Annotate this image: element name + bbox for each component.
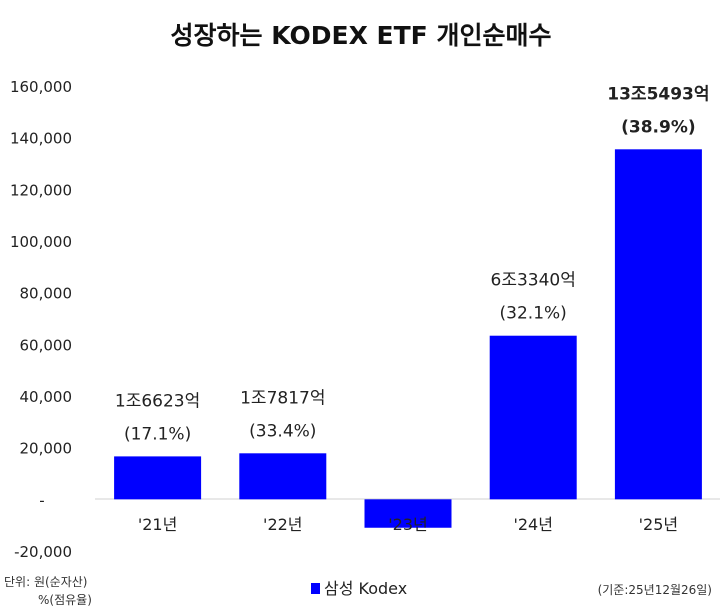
legend-label: 삼성 Kodex xyxy=(324,579,407,598)
data-label-share: (17.1%) xyxy=(124,424,191,444)
bar-2 xyxy=(364,499,452,528)
y-tick-label: - xyxy=(39,491,44,509)
data-label-amount: 1조6623억 xyxy=(115,391,200,411)
y-tick-label: 120,000 xyxy=(10,181,72,199)
unit-note-line2: %(점유율) xyxy=(38,593,92,607)
basis-date-note: (기준:25년12월26일) xyxy=(598,583,712,597)
y-tick-label: 100,000 xyxy=(10,233,72,251)
x-tick-label: '24년 xyxy=(513,515,552,534)
y-tick-label: 140,000 xyxy=(10,130,72,148)
data-label-amount: 1조7817억 xyxy=(240,388,325,408)
legend-swatch xyxy=(311,583,320,594)
data-label-share: (32.1%) xyxy=(500,304,567,324)
chart-title: 성장하는 KODEX ETF 개인순매수 xyxy=(171,21,552,50)
y-tick-label: 160,000 xyxy=(10,78,72,96)
x-tick-label: '21년 xyxy=(138,515,177,534)
bar-0 xyxy=(114,456,202,500)
y-tick-label: 80,000 xyxy=(20,285,73,303)
data-label-amount: 6조3340억 xyxy=(491,271,576,291)
unit-note-line1: 단위: 원(순자산) xyxy=(4,575,87,589)
data-label-amount: 13조5493억 xyxy=(607,84,709,104)
data-label-share: (38.9%) xyxy=(621,117,696,137)
bar-3 xyxy=(489,335,577,500)
x-tick-label: '22년 xyxy=(263,515,302,534)
y-tick-label: 20,000 xyxy=(20,440,73,458)
legend: 삼성 Kodex xyxy=(311,579,407,598)
x-tick-label: '25년 xyxy=(639,515,678,534)
y-tick-label: 40,000 xyxy=(20,388,73,406)
data-label-share: (33.4%) xyxy=(249,421,316,441)
x-tick-label: '23년 xyxy=(388,515,427,534)
y-tick-label: 60,000 xyxy=(20,336,73,354)
bar-4 xyxy=(614,149,702,500)
bar-1 xyxy=(239,453,327,500)
y-tick-label: -20,000 xyxy=(14,543,72,561)
